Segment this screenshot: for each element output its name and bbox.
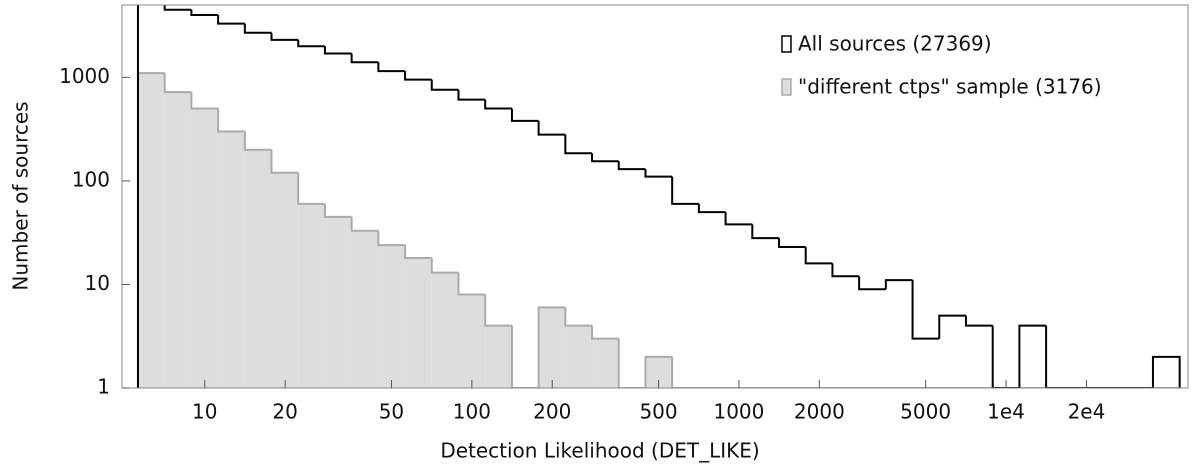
histogram-bar bbox=[137, 73, 165, 388]
histogram-bar bbox=[405, 258, 432, 388]
histogram-step bbox=[938, 314, 966, 339]
histogram-step bbox=[377, 62, 406, 73]
histogram-bar bbox=[298, 203, 325, 388]
histogram-step bbox=[430, 258, 459, 274]
histogram-step bbox=[243, 131, 272, 151]
histogram-step bbox=[537, 306, 566, 388]
histogram-step bbox=[831, 263, 860, 278]
histogram-bar bbox=[565, 325, 593, 388]
histogram-step bbox=[617, 161, 646, 171]
histogram-step bbox=[991, 325, 1020, 388]
y-axis-label: Number of sources bbox=[9, 101, 33, 290]
histogram-step bbox=[323, 203, 352, 218]
y-tick-label: 100 bbox=[72, 167, 110, 191]
x-tick-label: 100 bbox=[453, 400, 491, 424]
histogram-step bbox=[297, 172, 325, 205]
y-tick-label: 10 bbox=[85, 271, 110, 295]
histogram-step bbox=[591, 153, 619, 163]
histogram-step bbox=[323, 46, 352, 55]
histogram-step bbox=[217, 108, 245, 133]
histogram-step bbox=[537, 120, 566, 136]
histogram-bar bbox=[164, 92, 192, 388]
histogram-step bbox=[510, 325, 539, 388]
histogram-bar bbox=[431, 272, 459, 388]
histogram-step bbox=[964, 315, 993, 327]
histogram-bar bbox=[191, 108, 219, 388]
plot-frame bbox=[121, 4, 1189, 389]
histogram-bar bbox=[324, 216, 352, 388]
histogram-bar bbox=[378, 245, 406, 388]
x-axis-label: Detection Likelihood (DET_LIKE) bbox=[440, 439, 759, 463]
histogram-step bbox=[510, 108, 539, 122]
histogram-bar bbox=[244, 149, 272, 388]
histogram-step bbox=[350, 53, 379, 64]
histogram-step bbox=[884, 279, 913, 290]
histogram-step bbox=[1018, 324, 1047, 388]
x-tick-label: 5000 bbox=[900, 400, 951, 424]
x-tick-label: 1e4 bbox=[987, 400, 1025, 424]
histogram-step bbox=[190, 92, 219, 110]
histogram-step bbox=[591, 325, 619, 340]
legend-label: "different ctps" sample (3176) bbox=[798, 75, 1102, 99]
histogram-step bbox=[136, 5, 139, 388]
histogram-step bbox=[804, 247, 833, 265]
histogram-step bbox=[190, 9, 219, 17]
histogram-step bbox=[350, 216, 379, 232]
x-tick-label: 1000 bbox=[713, 400, 764, 424]
histogram-step bbox=[724, 212, 753, 226]
y-tick-label: 1 bbox=[97, 375, 110, 399]
histogram-step bbox=[911, 280, 940, 340]
histogram-step bbox=[377, 230, 406, 247]
legend-swatch bbox=[781, 35, 792, 53]
histogram-step bbox=[751, 224, 780, 240]
histogram-step bbox=[430, 79, 459, 91]
histogram-step bbox=[564, 134, 593, 155]
histogram-step bbox=[163, 5, 192, 11]
histogram-step bbox=[564, 307, 593, 327]
histogram-bar bbox=[538, 307, 566, 388]
histogram-step bbox=[644, 169, 673, 178]
y-tick-label: 1000 bbox=[59, 64, 110, 88]
histogram-step bbox=[404, 71, 432, 81]
histogram-step bbox=[1045, 325, 1073, 388]
x-tick-label: 10 bbox=[192, 400, 217, 424]
histogram-bar bbox=[351, 230, 379, 388]
histogram-step bbox=[457, 272, 486, 296]
histogram-step bbox=[1151, 355, 1181, 388]
histogram-bar bbox=[485, 325, 512, 388]
histogram-step bbox=[270, 149, 299, 174]
histogram-step bbox=[671, 176, 699, 205]
x-tick-label: 200 bbox=[533, 400, 571, 424]
x-tick-label: 2000 bbox=[794, 400, 845, 424]
x-tick-label: 2e4 bbox=[1068, 400, 1106, 424]
histogram-step bbox=[163, 73, 192, 94]
legend-label: All sources (27369) bbox=[798, 32, 992, 56]
histogram-bar bbox=[458, 294, 486, 388]
x-tick-label: 500 bbox=[639, 400, 677, 424]
histogram-step bbox=[484, 99, 512, 110]
histogram-step bbox=[457, 89, 486, 101]
histogram-step bbox=[671, 356, 699, 388]
histogram-bar bbox=[218, 131, 245, 388]
histogram-step bbox=[243, 23, 272, 34]
histogram-step bbox=[270, 32, 299, 41]
histogram-step bbox=[778, 238, 806, 249]
legend-swatch bbox=[781, 78, 792, 96]
plot-area bbox=[136, 5, 1181, 388]
x-tick-label: 50 bbox=[379, 400, 404, 424]
histogram-bar bbox=[592, 338, 619, 388]
histogram-bar bbox=[271, 172, 299, 388]
histogram-step bbox=[484, 294, 512, 327]
histogram-step bbox=[617, 338, 646, 388]
histogram-step bbox=[297, 39, 325, 48]
x-tick-label: 20 bbox=[272, 400, 297, 424]
histogram-step bbox=[644, 355, 673, 388]
histogram-step bbox=[858, 276, 886, 291]
histogram-step bbox=[217, 15, 245, 25]
histogram-step bbox=[697, 203, 726, 214]
histogram-step bbox=[404, 245, 432, 260]
